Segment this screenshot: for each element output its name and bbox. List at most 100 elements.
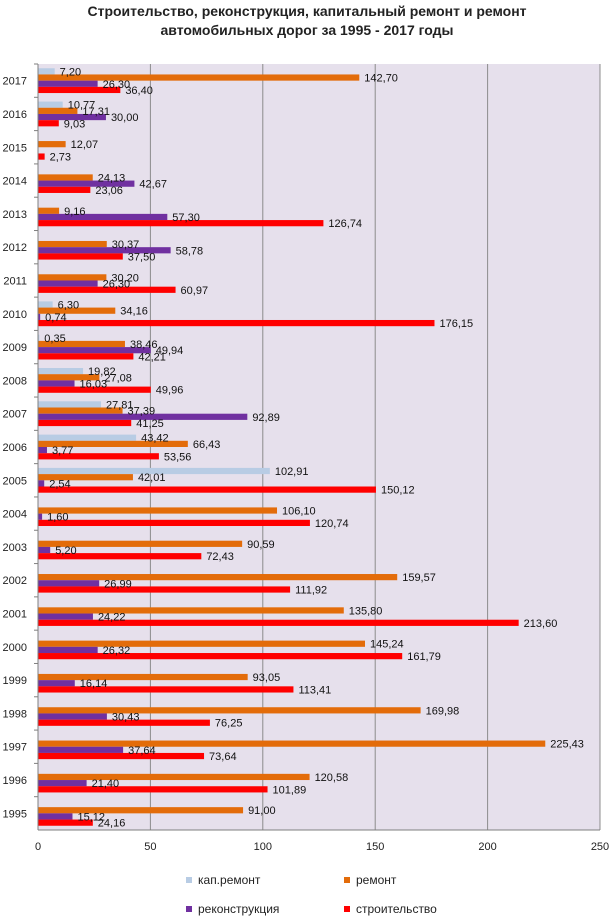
data-label: 135,80 — [349, 605, 383, 617]
bar-кап.ремонт-2006 — [38, 434, 137, 441]
data-label: 169,98 — [426, 705, 460, 717]
bar-реконструкция-2009 — [38, 347, 151, 354]
bar-кап.ремонт-2005 — [38, 467, 270, 475]
bar-реконструкция-2013 — [38, 213, 168, 221]
data-label: 5,20 — [55, 545, 76, 557]
data-label: 176,15 — [439, 318, 473, 330]
bar-ремонт-2001 — [38, 607, 344, 614]
legend-swatch-rekonstruktsiya — [186, 906, 192, 912]
data-label: 92,89 — [252, 412, 280, 424]
bar-строительство-2009 — [38, 353, 134, 360]
data-label: 42,21 — [138, 351, 166, 363]
bar-ремонт-2004 — [38, 507, 278, 514]
bar-кап.ремонт-2016 — [38, 101, 63, 108]
data-label: 19,82 — [88, 366, 116, 378]
bar-ремонт-1996 — [38, 773, 310, 781]
bar-строительство-1998 — [38, 719, 210, 726]
bar-реконструкция-2004 — [38, 513, 43, 520]
data-label: 91,00 — [248, 805, 276, 817]
bar-ремонт-2006 — [38, 440, 188, 447]
bar-ремонт-2011 — [38, 274, 107, 281]
data-label: 16,14 — [80, 678, 108, 690]
bar-реконструкция-2011 — [38, 280, 98, 287]
bar-строительство-2001 — [38, 619, 519, 626]
bar-ремонт-2014 — [38, 174, 93, 181]
data-label: 38,46 — [130, 339, 158, 351]
data-label: 23,06 — [95, 185, 123, 197]
y-tick-label: 2003 — [3, 542, 27, 554]
bar-ремонт-1995 — [38, 807, 244, 814]
data-label: 21,40 — [92, 778, 120, 790]
y-tick-label: 1995 — [3, 808, 27, 820]
bar-реконструкция-1996 — [38, 780, 87, 787]
data-label: 3,77 — [52, 445, 73, 457]
bar-реконструкция-2005 — [38, 480, 45, 487]
bar-реконструкция-2001 — [38, 613, 93, 620]
bar-строительство-2000 — [38, 653, 403, 660]
data-label: 42,67 — [139, 179, 167, 191]
y-tick-label: 2010 — [3, 309, 27, 321]
data-label: 6,30 — [58, 299, 79, 311]
y-tick-label: 2015 — [3, 142, 27, 154]
bar-строительство-2013 — [38, 220, 324, 227]
data-label: 17,31 — [82, 106, 110, 118]
y-tick-label: 2005 — [3, 475, 27, 487]
data-label: 26,32 — [103, 645, 131, 657]
x-tick-label: 50 — [144, 841, 156, 853]
bar-строительство-2014 — [38, 186, 91, 193]
data-label: 159,57 — [402, 572, 436, 584]
bar-реконструкция-1997 — [38, 746, 124, 753]
data-label: 30,20 — [111, 272, 139, 284]
data-label: 37,64 — [128, 745, 156, 757]
bar-ремонт-2012 — [38, 240, 107, 248]
data-label: 126,74 — [328, 218, 362, 230]
bar-ремонт-2015 — [38, 141, 66, 148]
axes: 0 50 100 150 200 250 1995 1996 1997 1998 1999 2000 2… — [3, 63, 609, 853]
data-label: 90,59 — [247, 539, 275, 551]
data-label: 58,78 — [176, 245, 204, 257]
data-label: 102,91 — [275, 466, 309, 478]
bar-строительство-2003 — [38, 553, 202, 560]
data-label: 0,74 — [45, 312, 66, 324]
bar-ремонт-1997 — [38, 740, 546, 747]
data-label: 30,43 — [112, 712, 140, 724]
bar-реконструкция-1995 — [38, 813, 73, 820]
legend-label-kap-remont: кап.ремонт — [198, 873, 261, 887]
data-label: 120,58 — [315, 772, 349, 784]
data-label: 30,00 — [111, 112, 139, 124]
y-tick-label: 2001 — [3, 609, 27, 621]
y-tick-label: 2008 — [3, 375, 27, 387]
bar-строительство-2015 — [38, 153, 45, 160]
data-label: 49,94 — [156, 345, 184, 357]
bar-реконструкция-2007 — [38, 413, 248, 420]
bar-ремонт-2008 — [38, 374, 100, 381]
bar-строительство-2012 — [38, 253, 123, 260]
legend-label-rekonstruktsiya: реконструкция — [198, 902, 280, 916]
y-tick-label: 1997 — [3, 742, 27, 754]
chart-title-line-2: автомобильных дорог за 1995 - 2017 годы — [160, 22, 454, 38]
y-tick-label: 2006 — [3, 442, 27, 454]
x-tick-label: 0 — [35, 841, 41, 853]
data-label: 161,79 — [407, 651, 441, 663]
bar-реконструкция-2010 — [38, 313, 41, 320]
data-label: 26,30 — [103, 79, 131, 91]
bar-реконструкция-2006 — [38, 447, 47, 454]
bar-ремонт-2010 — [38, 307, 116, 314]
data-label: 12,07 — [71, 139, 99, 151]
data-label: 2,73 — [50, 152, 71, 164]
data-label: 2,54 — [49, 478, 70, 490]
y-tick-label: 2009 — [3, 342, 27, 354]
legend-swatch-kap-remont — [186, 877, 192, 883]
data-label: 106,10 — [282, 506, 316, 518]
data-label: 9,03 — [64, 118, 85, 130]
data-label: 142,70 — [364, 73, 398, 85]
data-label: 60,97 — [181, 285, 209, 297]
data-label: 150,12 — [381, 485, 415, 497]
bar-кап.ремонт-2009 — [38, 334, 40, 341]
data-label: 73,64 — [209, 751, 237, 763]
data-label: 213,60 — [524, 618, 558, 630]
bar-ремонт-1998 — [38, 707, 421, 714]
data-label: 76,25 — [215, 718, 243, 730]
bar-кап.ремонт-2017 — [38, 68, 55, 75]
